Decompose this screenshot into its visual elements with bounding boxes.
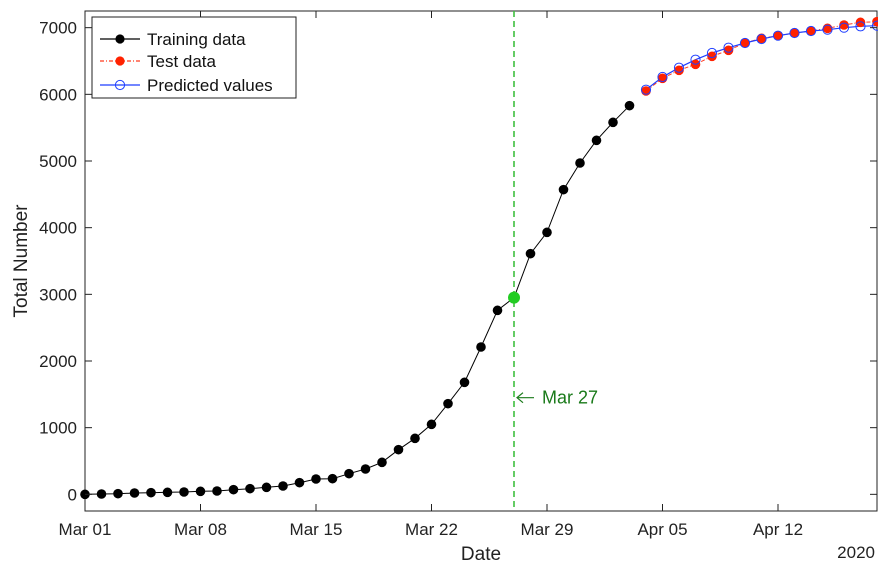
legend-training-label: Training data xyxy=(147,30,246,49)
training-line xyxy=(84,105,630,495)
test-point xyxy=(756,33,767,44)
test-point xyxy=(839,20,849,30)
test-point xyxy=(855,17,866,28)
x-tick-label: Mar 01 xyxy=(59,520,112,539)
x-tick-label: Apr 12 xyxy=(753,520,803,539)
x-tick-label: Mar 29 xyxy=(521,520,574,539)
predicted-point xyxy=(822,24,833,35)
x-tick-label: Mar 08 xyxy=(174,520,227,539)
training-point xyxy=(443,398,453,409)
x-tick-label: Apr 05 xyxy=(637,520,687,539)
y-tick-label: 0 xyxy=(68,485,77,504)
training-point xyxy=(393,444,404,455)
training-point xyxy=(146,487,156,498)
training-point xyxy=(624,100,635,111)
y-axis-label: Total Number xyxy=(11,204,32,318)
training-point xyxy=(525,248,536,259)
test-point xyxy=(707,51,717,62)
training-point xyxy=(129,488,140,498)
test-point xyxy=(740,38,750,48)
y-tick-label: 4000 xyxy=(39,219,77,238)
x-tick-label: Mar 15 xyxy=(290,520,343,539)
predicted-point xyxy=(690,54,701,65)
predicted-point xyxy=(739,37,751,49)
training-point xyxy=(360,464,371,474)
training-point xyxy=(542,227,552,238)
plot-area xyxy=(80,10,878,512)
training-point xyxy=(162,487,173,498)
x-axis-label: Date xyxy=(461,544,501,564)
training-point xyxy=(377,457,387,468)
x-axis-ticks: Mar 01 Mar 08 Mar 15 Mar 22 Mar 29 Apr 05 Apr … xyxy=(59,11,803,539)
predicted-point xyxy=(855,21,866,32)
training-point xyxy=(608,117,618,128)
test-point xyxy=(806,26,816,36)
year-label: 2020 xyxy=(837,543,875,562)
test-point xyxy=(723,45,734,56)
y-tick-label: 2000 xyxy=(39,352,77,371)
predicted-point xyxy=(789,27,800,39)
y-tick-label: 1000 xyxy=(39,419,77,438)
test-point xyxy=(789,28,800,38)
training-point xyxy=(476,342,486,352)
y-tick-label: 6000 xyxy=(39,85,77,104)
training-point xyxy=(492,305,503,316)
training-point xyxy=(245,483,255,494)
training-point xyxy=(294,477,305,488)
split-arrow-head xyxy=(516,392,524,404)
training-point xyxy=(327,473,338,484)
training-point xyxy=(426,419,437,430)
test-point xyxy=(773,30,783,41)
training-point xyxy=(179,487,189,497)
training-point xyxy=(459,377,470,388)
x-tick-label: Mar 22 xyxy=(405,520,458,539)
training-point xyxy=(558,184,569,195)
legend-training-marker xyxy=(115,34,125,44)
training-point xyxy=(195,486,206,497)
training-point xyxy=(311,474,321,484)
predicted-point xyxy=(640,84,652,95)
training-point xyxy=(228,484,239,495)
predicted-point xyxy=(657,71,668,83)
training-point xyxy=(575,158,585,168)
y-tick-label: 5000 xyxy=(39,152,77,171)
training-point xyxy=(344,468,354,479)
split-annotation-label: Mar 27 xyxy=(542,388,598,408)
training-point xyxy=(278,481,288,491)
predicted-point xyxy=(871,20,878,31)
predicted-point xyxy=(805,25,817,37)
predicted-point xyxy=(772,30,784,41)
y-tick-label: 7000 xyxy=(39,19,77,38)
training-point xyxy=(212,486,222,496)
predicted-point xyxy=(756,33,767,45)
training-point xyxy=(261,482,272,493)
predicted-point xyxy=(706,47,718,59)
axes-box xyxy=(84,10,878,512)
predicted-point xyxy=(838,22,850,33)
legend-predicted-marker xyxy=(114,79,126,91)
predicted-point xyxy=(673,62,685,73)
predicted-point xyxy=(723,42,734,53)
legend-test-marker xyxy=(115,56,125,66)
split-point xyxy=(508,291,520,304)
y-axis-ticks: 0 1000 2000 3000 4000 5000 6000 7000 xyxy=(39,19,877,504)
training-point xyxy=(591,135,602,146)
test-point xyxy=(674,65,684,76)
training-point xyxy=(410,433,420,444)
legend: Training data Test data Predicted values xyxy=(91,16,297,99)
legend-predicted-label: Predicted values xyxy=(147,76,273,95)
y-tick-label: 3000 xyxy=(39,285,77,304)
training-point xyxy=(113,488,123,499)
legend-test-label: Test data xyxy=(147,52,217,71)
training-point xyxy=(96,489,107,499)
